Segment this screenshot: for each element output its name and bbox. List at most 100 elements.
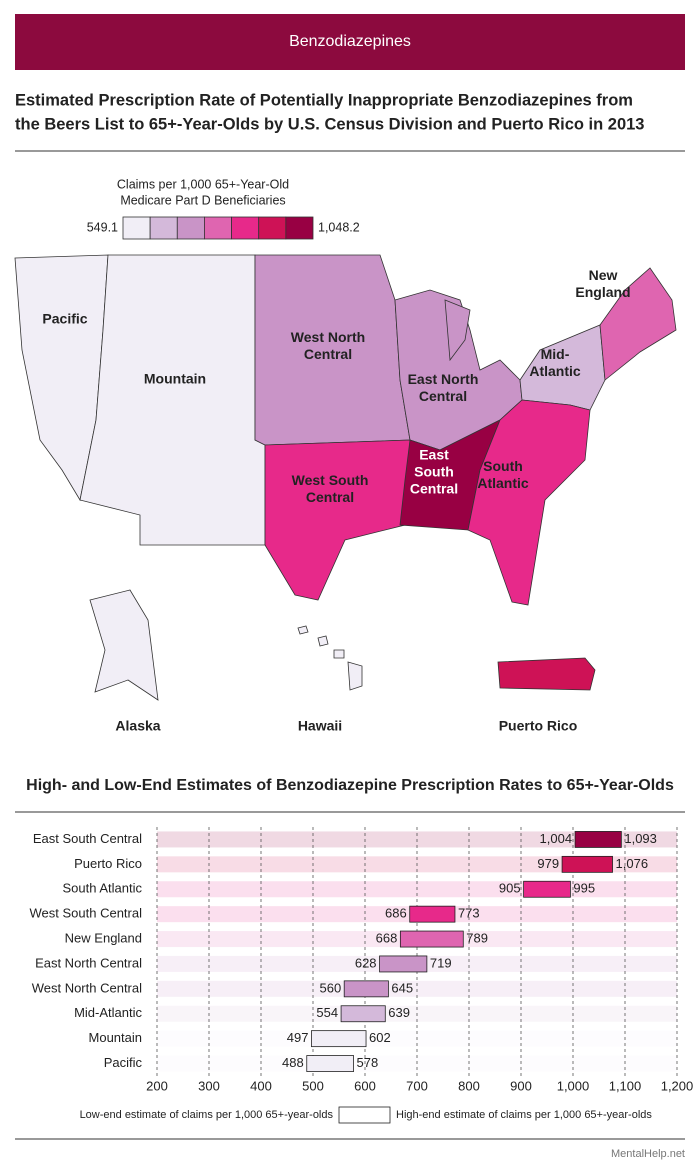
- region-label: West North: [291, 329, 365, 345]
- category-label: East North Central: [35, 955, 142, 970]
- region-label: Pacific: [42, 311, 87, 327]
- range-bar: [343, 980, 389, 998]
- region-label: Central: [306, 489, 354, 505]
- region-label: England: [575, 284, 630, 300]
- x-tick-label: 1,100: [609, 1078, 642, 1093]
- map-region: [497, 657, 596, 691]
- region-label: Puerto Rico: [499, 718, 578, 734]
- value-label: 668: [376, 930, 398, 945]
- region-label: Atlantic: [529, 363, 581, 379]
- category-label: East South Central: [33, 831, 142, 846]
- header-bar: [15, 14, 685, 70]
- region-label: New: [589, 267, 618, 283]
- region-label: Mountain: [144, 371, 206, 387]
- legend-swatch: [258, 216, 287, 240]
- legend-max: 1,048.2: [318, 220, 360, 234]
- value-label: 686: [385, 906, 407, 921]
- map-region: [264, 439, 411, 601]
- category-label: New England: [65, 930, 142, 945]
- range-bar: [409, 905, 456, 923]
- legend-min: 549.1: [87, 220, 118, 234]
- header: Benzodiazepines: [289, 33, 411, 50]
- range-bar: [311, 1030, 367, 1048]
- map-region: [89, 589, 159, 701]
- value-label: 719: [430, 955, 452, 970]
- region-label: East: [419, 447, 449, 463]
- chart-title: High- and Low-End Estimates of Benzodiaz…: [26, 777, 674, 794]
- category-label: Mountain: [89, 1030, 142, 1045]
- map-region: [347, 661, 363, 691]
- value-label: 602: [369, 1030, 391, 1045]
- value-label: 560: [319, 980, 341, 995]
- range-bar: [306, 1055, 354, 1072]
- region-label: Alaska: [115, 718, 160, 734]
- x-tick-label: 600: [354, 1078, 376, 1093]
- row-band: [157, 980, 677, 997]
- value-label: 639: [388, 1005, 410, 1020]
- category-label: Mid-Atlantic: [74, 1005, 142, 1020]
- legend-swatch: [149, 216, 178, 240]
- footer: MentalHelp.net: [611, 1148, 685, 1160]
- category-label: West North Central: [32, 980, 142, 995]
- map-region: [467, 399, 591, 606]
- legend-swatch: [231, 216, 260, 240]
- category-label: Pacific: [104, 1055, 143, 1070]
- value-label: 773: [458, 906, 480, 921]
- legend-swatch: [285, 216, 314, 240]
- value-label: 979: [537, 856, 559, 871]
- range-bar: [523, 880, 571, 898]
- range-bar: [561, 855, 613, 873]
- x-tick-label: 1,000: [557, 1078, 590, 1093]
- legend-title: Claims per 1,000 65+-Year-Old: [117, 177, 289, 191]
- legend-title: Medicare Part D Beneficiaries: [120, 193, 285, 207]
- legend-swatch: [176, 216, 205, 240]
- region-label: South: [483, 458, 523, 474]
- x-tick-label: 900: [510, 1078, 532, 1093]
- legend-label: Low-end estimate of claims per 1,000 65+…: [80, 1109, 334, 1121]
- value-label: 995: [573, 881, 595, 896]
- value-label: 645: [391, 980, 413, 995]
- value-label: 628: [355, 955, 377, 970]
- x-tick-label: 500: [302, 1078, 324, 1093]
- legend-label: High-end estimate of claims per 1,000 65…: [396, 1109, 652, 1121]
- title-line: the Beers List to 65+-Year-Olds by U.S. …: [15, 115, 644, 133]
- region-label: Central: [419, 388, 467, 404]
- map-region: [317, 635, 329, 647]
- legend-swatch: [204, 216, 232, 240]
- category-label: West South Central: [30, 906, 143, 921]
- map-region: [297, 625, 309, 635]
- x-tick-label: 1,200: [661, 1078, 694, 1093]
- x-tick-label: 200: [146, 1078, 168, 1093]
- legend-swatch: [122, 216, 151, 240]
- value-label: 905: [499, 881, 521, 896]
- x-tick-label: 300: [198, 1078, 220, 1093]
- value-label: 789: [466, 930, 488, 945]
- map-region: [599, 267, 677, 381]
- region-label: Central: [410, 481, 458, 497]
- title-line: Estimated Prescription Rate of Potential…: [15, 91, 633, 109]
- x-tick-label: 800: [458, 1078, 480, 1093]
- range-bar: [399, 930, 464, 948]
- value-label: 1,093: [624, 831, 657, 846]
- x-tick-label: 400: [250, 1078, 272, 1093]
- category-label: South Atlantic: [63, 881, 143, 896]
- region-label: West South: [292, 472, 369, 488]
- region-label: Central: [304, 346, 352, 362]
- range-bar: [379, 955, 428, 973]
- legend-swatch: [338, 1106, 391, 1124]
- range-bar: [340, 1005, 386, 1023]
- value-label: 578: [357, 1055, 379, 1070]
- value-label: 1,004: [540, 831, 573, 846]
- region-label: Atlantic: [477, 475, 529, 491]
- category-label: Puerto Rico: [74, 856, 142, 871]
- value-label: 497: [287, 1030, 309, 1045]
- value-label: 1,076: [616, 856, 649, 871]
- region-label: South: [414, 464, 454, 480]
- map-region: [79, 254, 266, 546]
- map-region: [444, 299, 471, 362]
- region-label: Mid-: [541, 346, 570, 362]
- region-label: East North: [408, 371, 479, 387]
- value-label: 554: [316, 1005, 338, 1020]
